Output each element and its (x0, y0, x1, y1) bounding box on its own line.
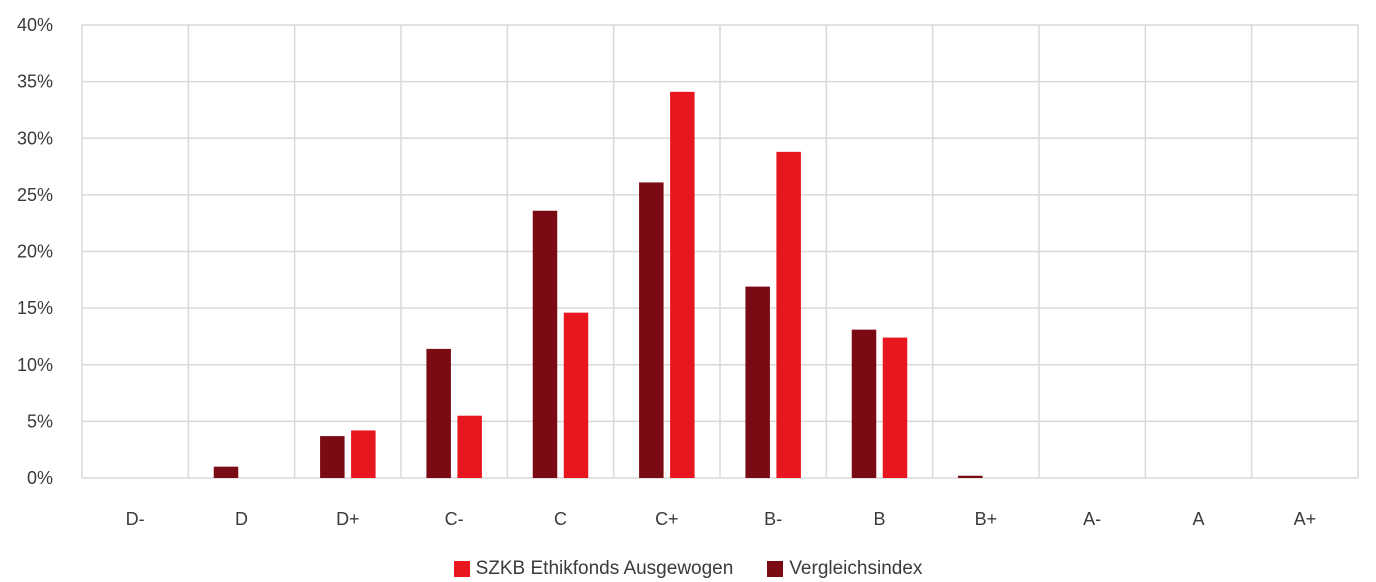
y-tick-label: 30% (17, 128, 53, 148)
y-tick-label: 35% (17, 72, 53, 92)
y-tick-label: 20% (17, 242, 53, 262)
bar-chart: 0% 5% 10% 15% 20% 25% 30% 35% 40% D- D D+ C- C C+ B- B B… (17, 15, 1359, 529)
y-tick-label: 40% (17, 15, 53, 35)
bar-index-B- (745, 286, 770, 478)
bars (213, 91, 983, 479)
legend-item-fund: SZKB Ethikfonds Ausgewogen (453, 558, 734, 580)
x-axis-ticks: D- D D+ C- C C+ B- B B+ A- A A+ (126, 509, 1316, 529)
x-tick-label: C+ (655, 509, 679, 529)
x-tick-label: A (1192, 509, 1204, 529)
legend-label-index: Vergleichsindex (789, 558, 923, 579)
bar-fund-D+ (351, 430, 376, 478)
legend-item-index: Vergleichsindex (767, 558, 922, 580)
legend: SZKB Ethikfonds Ausgewogen Vergleichsind… (0, 558, 1376, 580)
x-tick-label: B+ (975, 509, 998, 529)
legend-swatch-index (767, 561, 784, 577)
bar-index-D+ (320, 436, 345, 478)
x-tick-label: C (554, 509, 567, 529)
bar-index-D (213, 466, 239, 478)
bar-fund-B- (776, 151, 801, 478)
bar-index-C- (426, 348, 451, 478)
legend-swatch-fund (453, 561, 470, 577)
y-tick-label: 5% (27, 411, 53, 431)
bar-fund-C+ (670, 91, 695, 478)
x-tick-label: A+ (1294, 509, 1317, 529)
y-tick-label: 10% (17, 355, 53, 375)
y-tick-label: 0% (27, 468, 53, 488)
gridlines (81, 24, 1359, 479)
x-tick-label: A- (1083, 509, 1101, 529)
bar-fund-C (563, 312, 589, 478)
x-tick-label: D (235, 509, 248, 529)
y-axis-ticks: 0% 5% 10% 15% 20% 25% 30% 35% 40% (17, 15, 53, 488)
bar-index-C+ (639, 182, 664, 479)
x-tick-label: D- (126, 509, 145, 529)
x-tick-label: B (873, 509, 885, 529)
legend-label-fund: SZKB Ethikfonds Ausgewogen (475, 558, 734, 579)
y-tick-label: 25% (17, 185, 53, 205)
bar-fund-B (882, 337, 908, 478)
x-tick-label: B- (764, 509, 782, 529)
bar-fund-C- (457, 415, 482, 478)
bar-index-C (532, 210, 558, 479)
bar-index-B+ (958, 475, 983, 478)
x-tick-label: D+ (336, 509, 360, 529)
bar-index-B (851, 329, 877, 478)
x-tick-label: C- (445, 509, 464, 529)
y-tick-label: 15% (17, 298, 53, 318)
